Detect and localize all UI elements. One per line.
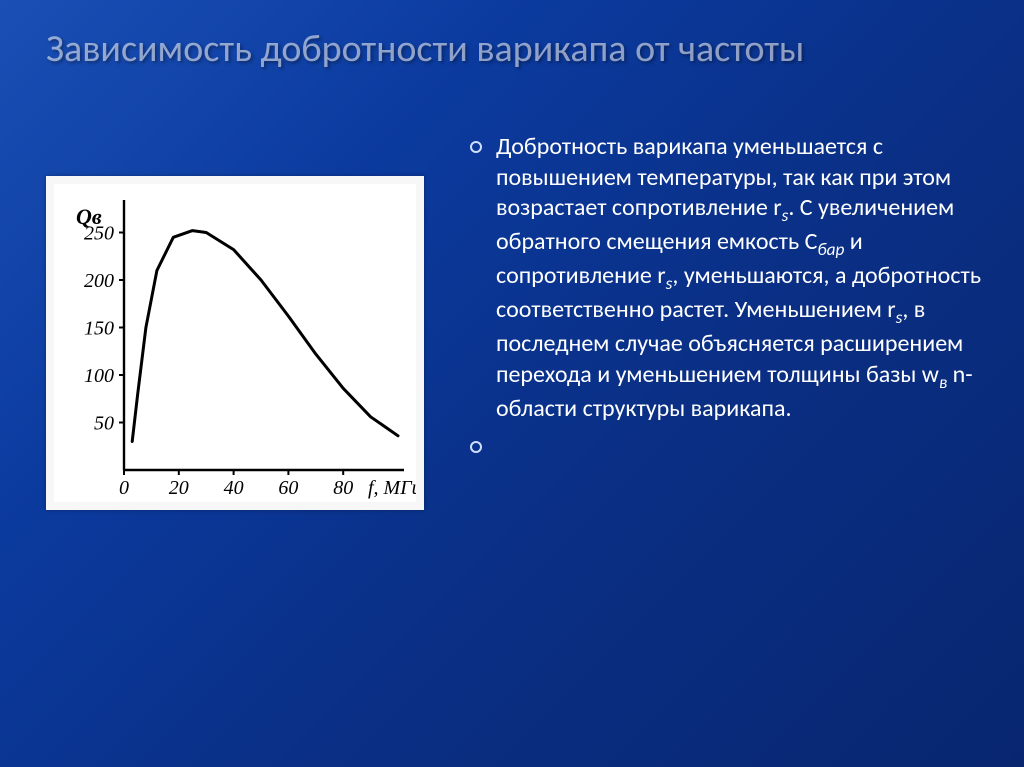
- q-vs-f-chart: 50100150200250Qв020406080f, МГц: [54, 184, 416, 502]
- bullet-icon: [470, 141, 482, 153]
- bullet-icon: [470, 441, 482, 453]
- svg-text:Qв: Qв: [76, 204, 102, 229]
- svg-text:50: 50: [94, 413, 114, 435]
- svg-text:40: 40: [224, 477, 244, 499]
- text-column: Добротность варикапа уменьшается с повыш…: [470, 128, 990, 457]
- svg-text:f, МГц: f, МГц: [368, 477, 416, 499]
- paragraph-text: Добротность варикапа уменьшается с повыш…: [496, 132, 990, 424]
- svg-text:60: 60: [278, 477, 298, 499]
- svg-text:100: 100: [84, 365, 114, 387]
- bullet-item-empty: [470, 428, 990, 457]
- slide-title: Зависимость добротности варикапа от част…: [46, 28, 984, 72]
- svg-text:200: 200: [84, 270, 114, 292]
- svg-text:20: 20: [169, 477, 189, 499]
- svg-text:0: 0: [119, 477, 129, 499]
- paragraph-empty: [496, 432, 990, 442]
- svg-text:150: 150: [84, 318, 114, 340]
- svg-text:80: 80: [333, 477, 353, 499]
- chart-panel: 50100150200250Qв020406080f, МГц: [46, 176, 424, 510]
- bullet-item: Добротность варикапа уменьшается с повыш…: [470, 128, 990, 428]
